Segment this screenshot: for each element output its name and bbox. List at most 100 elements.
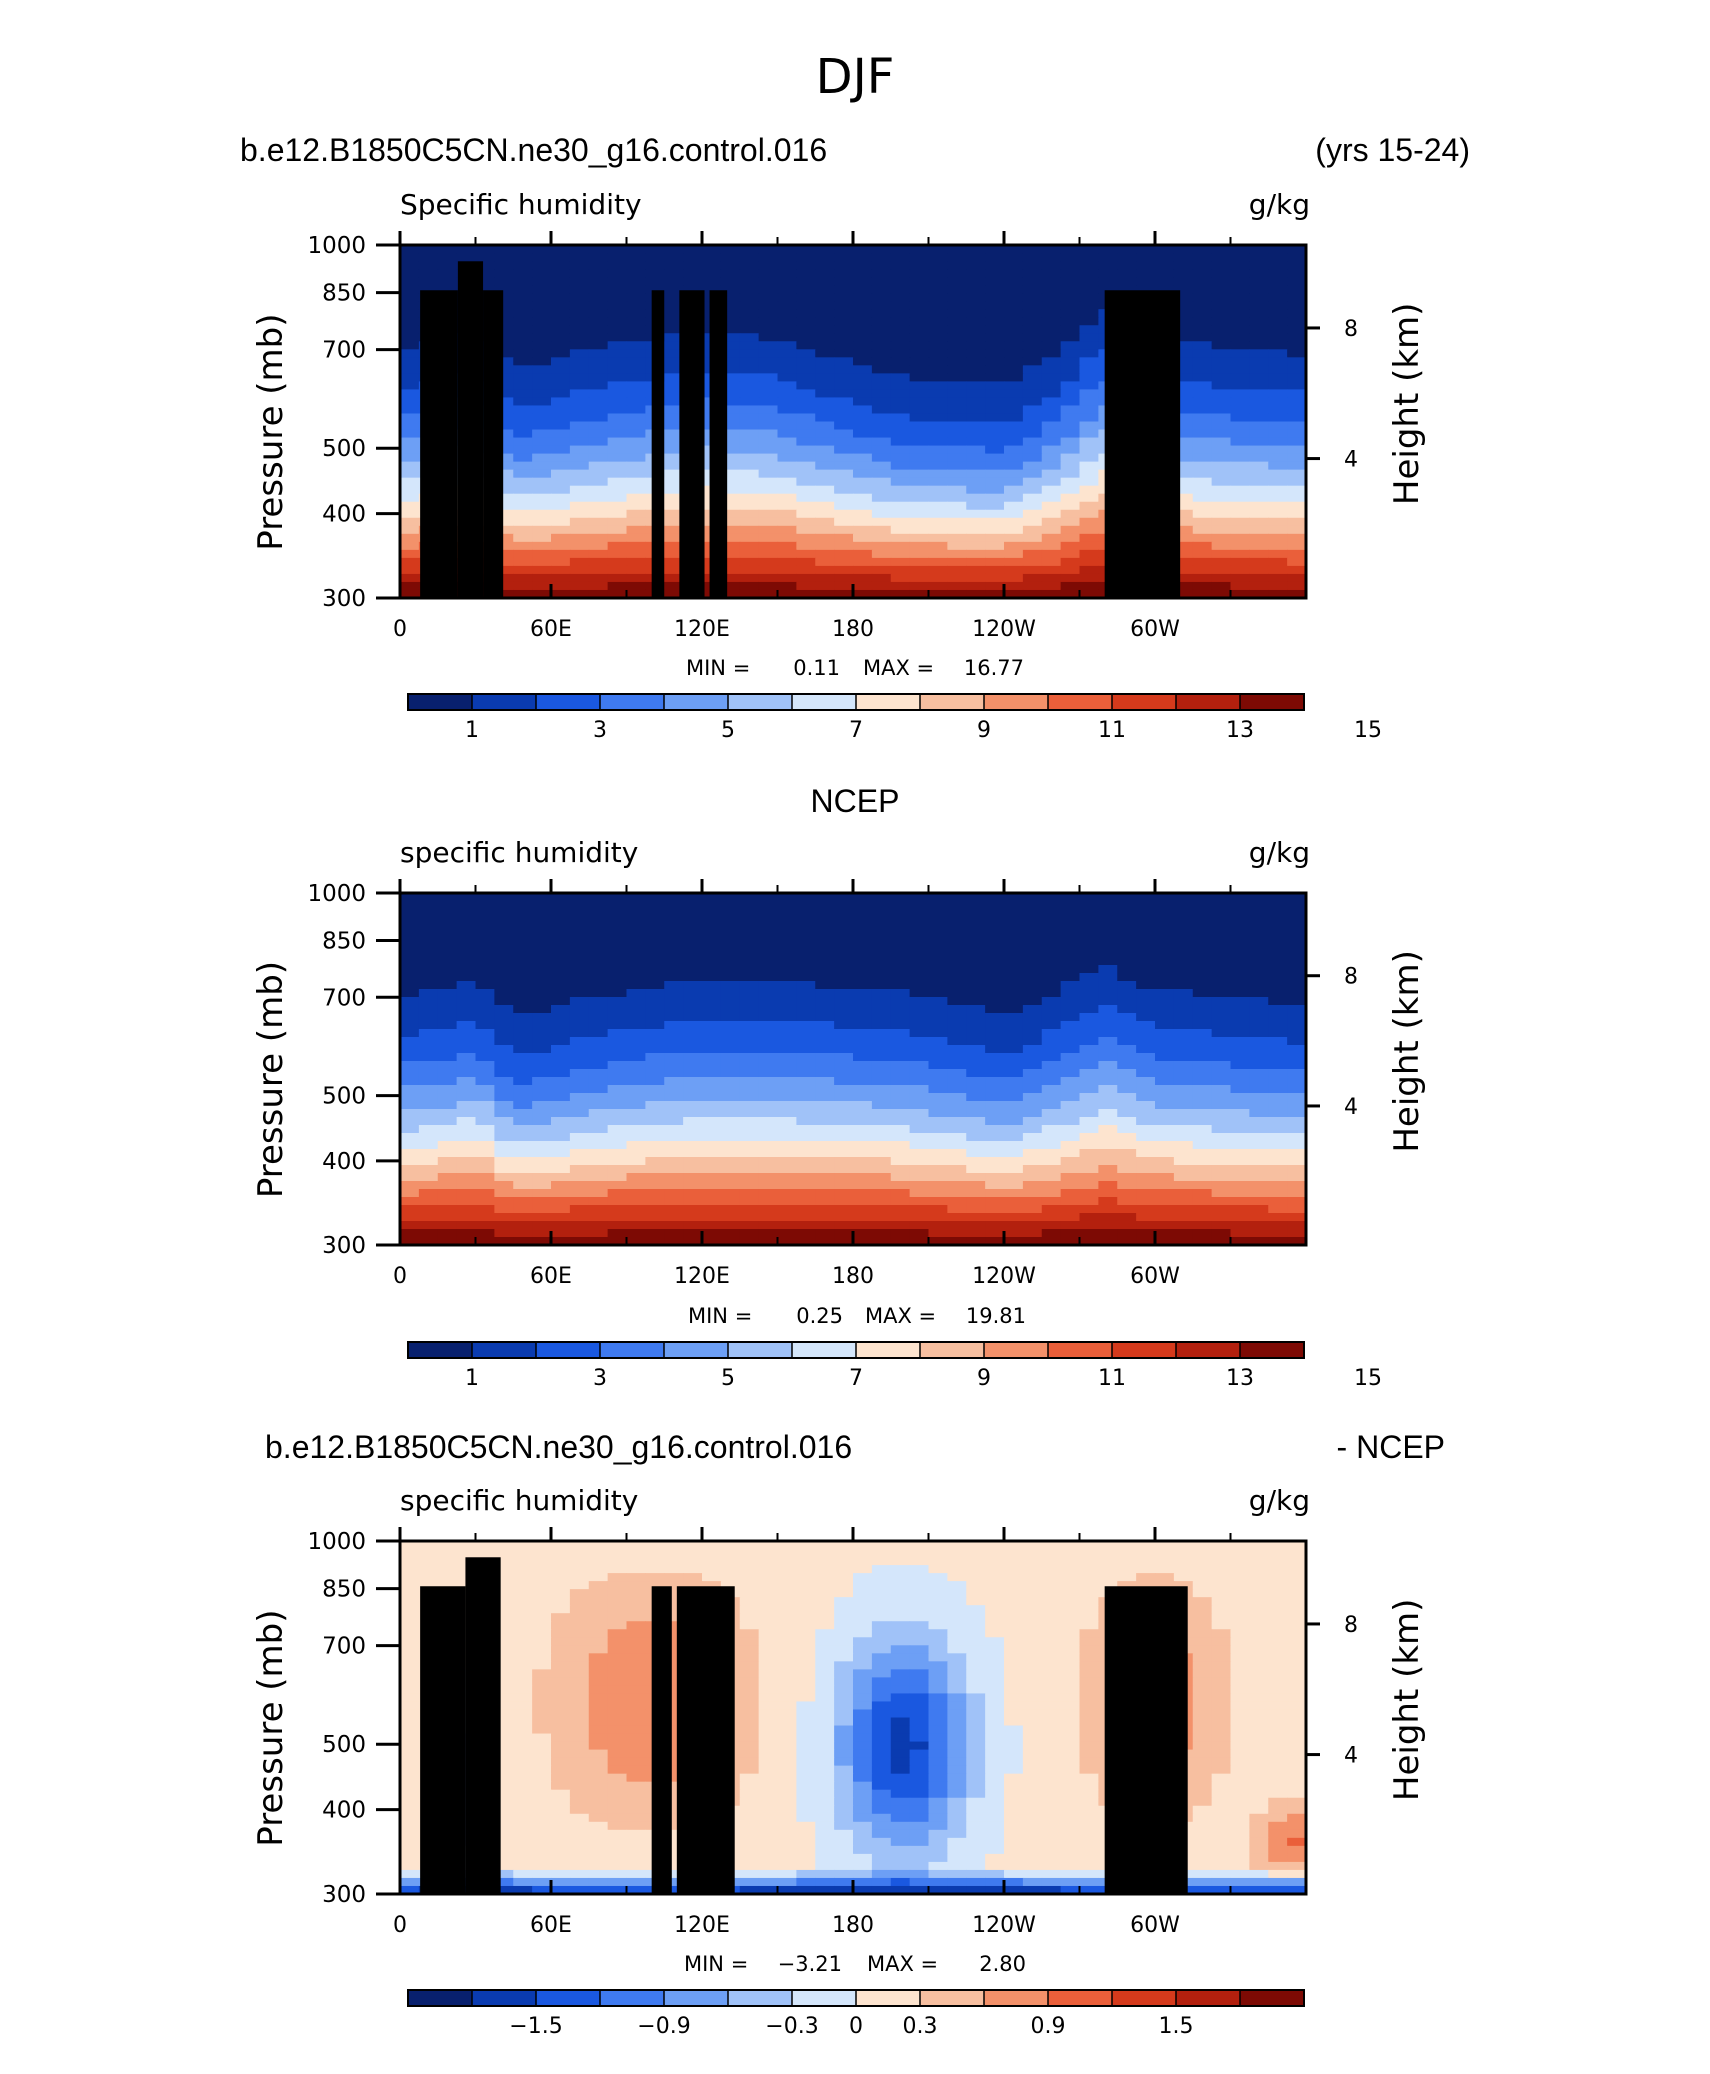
contour-cell: [871, 1125, 892, 1134]
contour-cell: [1287, 541, 1306, 551]
contour-cell: [1117, 1021, 1137, 1030]
contour-cell: [853, 1181, 873, 1190]
contour-cell: [928, 1605, 948, 1614]
contour-cell: [1060, 525, 1081, 535]
contour-cell: [1249, 1149, 1269, 1158]
contour-cell: [758, 317, 779, 326]
contour-cell: [1022, 1549, 1043, 1558]
contour-cell: [1230, 573, 1250, 583]
contour-cell: [739, 405, 760, 415]
contour-cell: [588, 493, 609, 503]
contour-cell: [1079, 1013, 1099, 1022]
contour-cell: [1079, 421, 1099, 431]
contour-cell: [569, 1101, 590, 1110]
contour-cell: [1230, 1213, 1250, 1222]
contour-cell: [853, 1021, 873, 1030]
contour-cell: [909, 477, 930, 487]
contour-cell: [1230, 1021, 1250, 1030]
contour-cell: [834, 941, 854, 950]
contour-cell: [1192, 541, 1213, 551]
contour-cell: [739, 1013, 760, 1022]
contour-cell: [834, 1189, 854, 1198]
contour-cell: [796, 1021, 816, 1030]
contour-cell: [758, 1565, 779, 1574]
contour-cell: [437, 1069, 458, 1078]
contour-cell: [400, 1221, 420, 1230]
contour-cell: [532, 1221, 552, 1230]
contour-cell: [834, 565, 854, 575]
contour-cell: [834, 445, 854, 455]
contour-cell: [871, 1629, 892, 1638]
contour-cell: [928, 1629, 948, 1638]
contour-cell: [645, 1101, 665, 1110]
contour-cell: [966, 1213, 986, 1222]
contour-cell: [1079, 941, 1099, 950]
contour-cell: [739, 517, 760, 527]
contour-cell: [494, 517, 514, 527]
contour-cell: [607, 277, 628, 286]
contour-cell: [1022, 365, 1043, 374]
contour-cell: [777, 277, 797, 286]
contour-cell: [607, 573, 628, 583]
contour-cell: [947, 1229, 967, 1238]
contour-cell: [588, 1621, 609, 1630]
contour-cell: [720, 269, 741, 278]
y-tick-label: 1000: [307, 881, 366, 907]
contour-cell: [1173, 549, 1194, 559]
contour-cell: [777, 1621, 797, 1630]
contour-cell: [985, 509, 1005, 519]
contour-cell: [494, 917, 514, 926]
contour-cell: [796, 1541, 816, 1550]
contour-cell: [1117, 1573, 1137, 1582]
contour-cell: [834, 1541, 854, 1550]
contour-cell: [513, 509, 533, 519]
contour-cell: [758, 949, 779, 958]
contour-cell: [1249, 261, 1269, 270]
contour-cell: [1211, 413, 1232, 423]
contour-cell: [796, 317, 816, 326]
contour-cell: [890, 269, 911, 278]
contour-cell: [871, 1213, 892, 1222]
contour-cell: [1268, 1229, 1288, 1238]
contour-cell: [1155, 1085, 1175, 1094]
contour-cell: [551, 541, 571, 551]
x-tick-label: 60W: [1130, 1264, 1180, 1289]
contour-cell: [720, 941, 741, 950]
contour-cell: [607, 269, 628, 278]
contour-cell: [1079, 525, 1099, 535]
contour-cell: [1249, 413, 1269, 423]
contour-cell: [626, 293, 646, 302]
contour-cell: [928, 477, 948, 487]
contour-cell: [1249, 477, 1269, 487]
contour-cell: [1287, 957, 1306, 966]
contour-cell: [456, 1205, 477, 1214]
contour-cell: [796, 1221, 816, 1230]
contour-cell: [1173, 1133, 1194, 1142]
contour-cell: [1079, 1621, 1099, 1630]
contour-cell: [947, 973, 967, 982]
contour-cell: [853, 1053, 873, 1062]
contour-cell: [1249, 1581, 1269, 1590]
contour-cell: [1022, 293, 1043, 302]
contour-cell: [702, 965, 722, 974]
contour-cell: [1192, 1189, 1213, 1198]
contour-cell: [834, 501, 854, 511]
contour-cell: [1060, 453, 1081, 463]
contour-cell: [1022, 477, 1043, 487]
contour-cell: [400, 493, 420, 503]
contour-cell: [1041, 1541, 1062, 1550]
contour-cell: [607, 445, 628, 455]
contour-cell: [834, 357, 854, 366]
contour-cell: [853, 1581, 873, 1590]
colorbar-swatch: [536, 694, 601, 710]
contour-cell: [1079, 1077, 1099, 1086]
contour-cell: [720, 477, 741, 487]
contour-cell: [513, 453, 533, 463]
contour-cell: [400, 309, 420, 318]
contour-cell: [626, 453, 646, 463]
contour-cell: [683, 1189, 703, 1198]
contour-cell: [1268, 301, 1288, 310]
contour-cell: [1230, 381, 1250, 391]
contour-cell: [513, 325, 533, 334]
x-tick-label: 0: [393, 1264, 407, 1289]
